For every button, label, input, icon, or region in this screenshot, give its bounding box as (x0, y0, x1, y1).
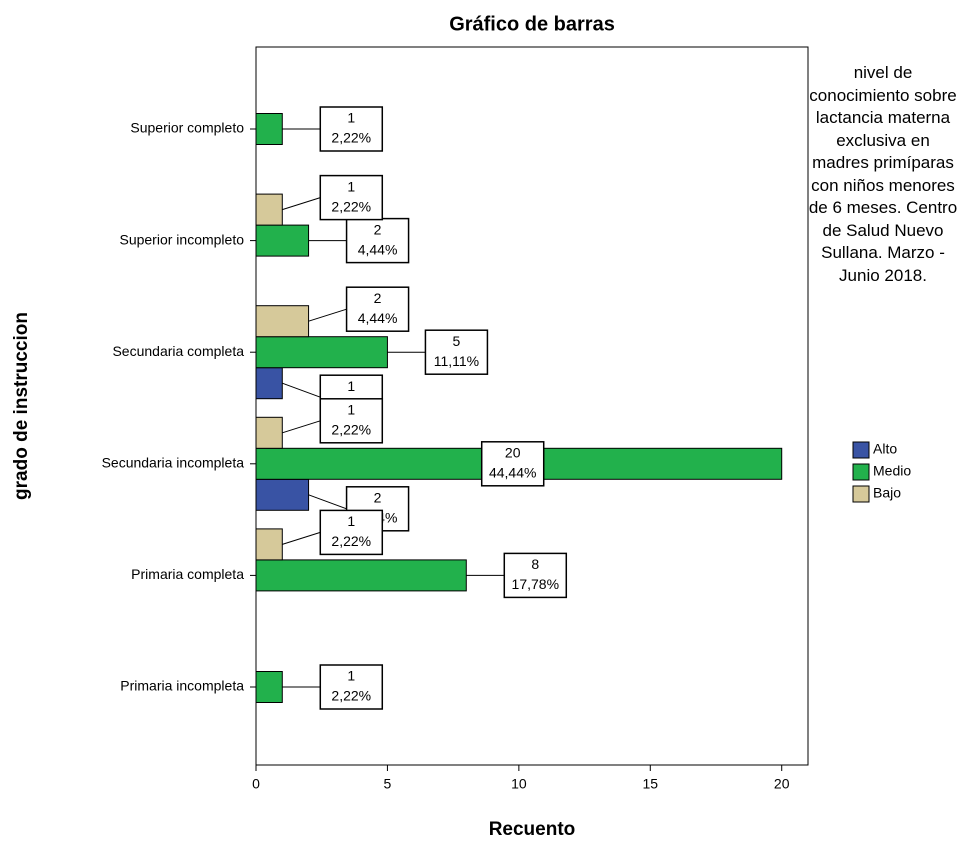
data-label: 1 (347, 178, 355, 194)
data-label: 1 (347, 668, 355, 684)
data-label: 2,22% (331, 533, 371, 549)
data-label: 2 (374, 290, 382, 306)
data-label: 4,44% (358, 310, 398, 326)
x-tick-label: 5 (384, 776, 392, 792)
bar (255, 478, 310, 511)
y-tick-label: Secundaria completa (112, 343, 244, 359)
data-label: 2,22% (331, 422, 371, 438)
x-tick-label: 20 (774, 776, 790, 792)
label-box (319, 106, 384, 152)
data-label: 1 (347, 378, 355, 394)
bar (255, 671, 283, 703)
label-box (345, 217, 410, 264)
y-tick-label: Superior completo (130, 120, 244, 136)
label-box (480, 441, 545, 487)
label-leader (282, 531, 321, 545)
legend-swatch (852, 441, 870, 459)
data-label: 2 (374, 490, 382, 506)
x-tick-label: 10 (511, 776, 527, 792)
data-label: 4,44% (358, 241, 398, 257)
x-tick-label: 0 (252, 776, 260, 792)
data-label: 2,22% (331, 130, 371, 146)
legend-label: Medio (873, 463, 911, 479)
label-box (319, 664, 384, 710)
data-label: 1 (347, 402, 355, 418)
y-tick-label: Primaria incompleta (120, 678, 244, 694)
bar (255, 305, 310, 338)
bar (255, 559, 467, 592)
data-label: 8 (531, 556, 539, 572)
data-label: 2 (374, 221, 382, 237)
bar (255, 367, 283, 400)
y-tick-label: Superior incompleto (119, 231, 244, 247)
data-label: 11,11% (434, 353, 479, 369)
label-box (319, 174, 384, 221)
data-label: 1 (347, 513, 355, 529)
label-box (503, 552, 568, 599)
label-box (319, 398, 384, 444)
x-tick-label: 15 (642, 776, 658, 792)
data-label: 2,22% (331, 198, 371, 214)
legend-swatch (852, 485, 870, 503)
label-box (424, 329, 489, 375)
y-tick-label: Secundaria incompleta (102, 455, 245, 471)
data-label: 2,22% (331, 688, 371, 704)
data-label: 1 (347, 110, 355, 126)
label-leader (308, 494, 347, 510)
bar (255, 224, 310, 257)
data-label: 5 (453, 333, 461, 349)
label-box (319, 509, 384, 556)
bar (255, 113, 283, 145)
legend-label: Alto (873, 441, 897, 457)
chart-title: Gráfico de barras (449, 13, 615, 35)
legend-label: Bajo (873, 485, 901, 501)
label-leader (282, 382, 321, 398)
bar (255, 528, 283, 561)
x-axis-label: Recuento (489, 819, 576, 840)
y-axis-label: grado de instruccion (11, 312, 32, 500)
plot-frame (255, 46, 809, 766)
bar (255, 193, 283, 226)
label-leader (282, 197, 321, 211)
y-tick-label: Primaria completa (131, 566, 244, 582)
label-leader (282, 420, 321, 434)
data-label: 20 (505, 445, 521, 461)
data-label: 44,44% (489, 465, 536, 481)
label-leader (308, 308, 347, 322)
bar (255, 416, 283, 449)
legend-swatch (852, 463, 870, 481)
data-label: 17,78% (512, 576, 559, 592)
bar (255, 336, 388, 369)
legend-title: nivel de conocimiento sobre lactancia ma… (808, 63, 958, 285)
label-box (345, 286, 410, 332)
